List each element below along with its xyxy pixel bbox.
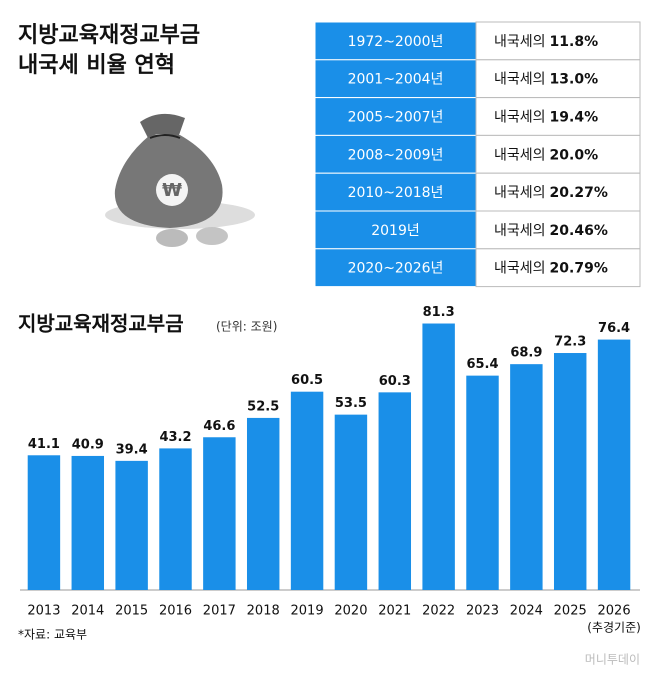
rate-value: 13.0% [550, 72, 599, 88]
credit: 머니투데이 [585, 653, 640, 667]
x-tick-label: 2022 [422, 604, 455, 619]
period: 2008~2009년 [348, 147, 444, 163]
rate-cell [475, 210, 641, 250]
rate-prefix: 내국세의 [494, 185, 546, 201]
x-tick-label: 2024 [510, 604, 543, 619]
period: 2019년 [371, 223, 420, 239]
rate-table: 1972~2000년 내국세의 11.8%2001~2004년 내국세의 13.0%20… [314, 21, 641, 288]
rate-cell [475, 134, 641, 174]
rate-prefix: 내국세의 [494, 34, 546, 50]
x-tick-label: 2026 [598, 604, 631, 619]
value-label: 60.3 [379, 374, 411, 389]
bar [510, 364, 543, 590]
period-cell [314, 134, 477, 174]
period: 2020~2026년 [348, 261, 444, 277]
value-label: 40.9 [72, 437, 104, 452]
bar [334, 414, 368, 590]
value-label: 68.9 [510, 346, 542, 361]
bar [553, 353, 587, 590]
chart-subtitle: (단위: 조원) [216, 320, 277, 334]
period: 2010~2018년 [348, 185, 444, 201]
annotation: (추경기준) [587, 621, 641, 635]
rate-prefix: 내국세의 [494, 72, 546, 88]
bar [71, 455, 105, 590]
x-tick-label: 2013 [27, 604, 60, 619]
period: 1972~2000년 [348, 34, 444, 50]
value-label: 46.6 [203, 419, 235, 434]
x-tick-label: 2020 [334, 604, 367, 619]
x-tick-label: 2014 [71, 604, 104, 619]
bar [466, 375, 499, 590]
chart-title: 지방교육재정교부금 [18, 312, 184, 336]
rate-value: 20.0% [550, 147, 599, 163]
period-cell [314, 172, 477, 212]
rate-cell [475, 21, 641, 61]
value-label: 53.5 [335, 396, 367, 411]
rate: 내국세의 20.46% [494, 223, 608, 239]
period: 2001~2004년 [348, 72, 444, 88]
value-label: 52.5 [247, 399, 279, 414]
period-cell [314, 21, 477, 61]
x-tick-label: 2018 [247, 604, 280, 619]
rate-value: 20.27% [550, 185, 608, 201]
rate-cell [475, 97, 641, 136]
period: 2005~2007년 [348, 110, 444, 126]
title-line: 지방교육재정교부금 [18, 23, 200, 48]
bar [203, 437, 236, 590]
rate: 내국세의 20.0% [494, 147, 598, 163]
period-cell [314, 97, 477, 136]
x-tick-label: 2017 [203, 604, 236, 619]
x-tick-label: 2019 [291, 604, 324, 619]
bar [422, 323, 455, 590]
rate-prefix: 내국세의 [494, 147, 546, 163]
bar [378, 392, 412, 590]
rate-value: 19.4% [550, 110, 599, 126]
source: *자료: 교육부 [18, 628, 87, 642]
period-cell [314, 248, 477, 288]
value-label: 76.4 [598, 321, 630, 336]
x-tick-label: 2023 [466, 604, 499, 619]
x-tick-label: 2016 [159, 604, 192, 619]
bar [246, 417, 280, 590]
value-label: 41.1 [28, 437, 60, 452]
rate-cell [475, 59, 641, 99]
rate-value: 20.79% [550, 261, 608, 277]
rate: 내국세의 13.0% [494, 72, 598, 88]
rate-prefix: 내국세의 [494, 110, 546, 126]
bar [115, 460, 148, 590]
rate-prefix: 내국세의 [494, 223, 546, 239]
rate-value: 11.8% [550, 34, 599, 50]
value-label: 60.5 [291, 373, 323, 388]
rate-cell [475, 248, 641, 288]
value-label: 39.4 [116, 442, 148, 457]
rate: 내국세의 20.27% [494, 185, 608, 201]
rate: 내국세의 19.4% [494, 110, 598, 126]
svg-text:₩: ₩ [162, 180, 182, 201]
bar [597, 339, 631, 590]
rate: 내국세의 20.79% [494, 261, 608, 277]
bar [27, 455, 61, 590]
x-tick-label: 2021 [378, 604, 411, 619]
rate: 내국세의 11.8% [494, 34, 598, 50]
bar [159, 448, 192, 590]
x-tick-label: 2015 [115, 604, 148, 619]
money-bag-illustration: ₩ [105, 113, 255, 247]
rate-prefix: 내국세의 [494, 261, 546, 277]
value-label: 65.4 [466, 357, 498, 372]
value-label: 72.3 [554, 335, 586, 350]
x-tick-label: 2025 [554, 604, 587, 619]
title-line: 내국세 비율 연혁 [18, 52, 175, 78]
period-cell [314, 59, 477, 99]
rate-value: 20.46% [550, 223, 608, 239]
bar [290, 391, 324, 590]
value-label: 43.2 [159, 430, 191, 445]
rate-cell [475, 172, 641, 212]
value-label: 81.3 [423, 305, 455, 320]
